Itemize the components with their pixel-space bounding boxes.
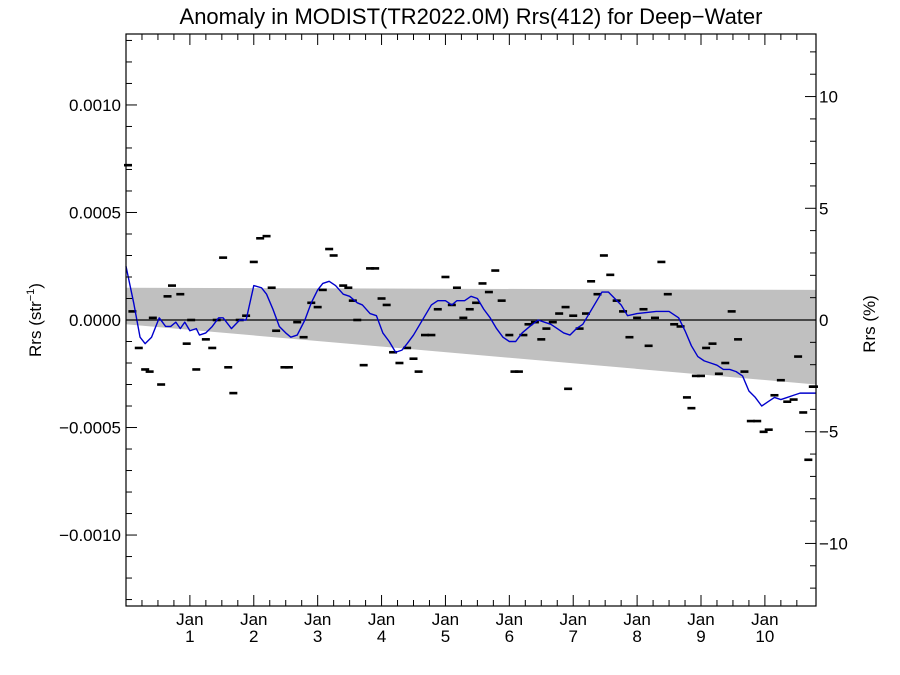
x-tick-label-year: 5 <box>441 627 450 646</box>
running-mean-layer <box>125 266 816 407</box>
x-tick-label-year: 8 <box>632 627 641 646</box>
x-tick-label-year: 9 <box>696 627 705 646</box>
x-tick-label-month: Jan <box>176 610 203 629</box>
uncertainty-band-layer <box>126 287 816 385</box>
y-tick-label-right: −10 <box>819 534 848 553</box>
y-axis-label-left-text: Rrs (str <box>26 301 45 357</box>
y-axis-label-left-sup: −1 <box>25 289 37 302</box>
y-axis-label-right: Rrs (%) <box>860 295 879 353</box>
y-tick-label-left: −0.0005 <box>59 419 121 438</box>
axes-layer: 0.0010 0.0005 0.0000 −0.0005 −0.0010 10 5 0 −5 −1… <box>59 34 848 646</box>
x-tick-label-year: 3 <box>313 627 322 646</box>
x-tick-label-month: Jan <box>623 610 650 629</box>
y-tick-label-right: 0 <box>819 311 828 330</box>
y-tick-label-left: 0.0005 <box>69 203 121 222</box>
x-tick-label-month: Jan <box>496 610 523 629</box>
x-tick-label-year: 10 <box>755 627 774 646</box>
x-tick-label-year: 7 <box>568 627 577 646</box>
running-mean-line <box>125 266 816 407</box>
y-tick-label-left: −0.0010 <box>59 526 121 545</box>
chart-title: Anomaly in MODIST(TR2022.0M) Rrs(412) fo… <box>180 4 763 29</box>
x-tick-label-month: Jan <box>560 610 587 629</box>
x-tick-label-month: Jan <box>240 610 267 629</box>
x-tick-label-year: 6 <box>505 627 514 646</box>
x-tick-label-month: Jan <box>368 610 395 629</box>
y-axis-label-left-close: ) <box>26 283 45 289</box>
y-tick-label-right: 10 <box>819 88 838 107</box>
y-tick-label-left: 0.0000 <box>69 311 121 330</box>
x-tick-label-month: Jan <box>304 610 331 629</box>
y-tick-label-right: 5 <box>819 199 828 218</box>
x-tick-label-month: Jan <box>687 610 714 629</box>
x-tick-label-year: 4 <box>377 627 386 646</box>
x-tick-label-year: 1 <box>185 627 194 646</box>
y-tick-label-right: −5 <box>819 423 838 442</box>
x-tick-label-year: 2 <box>249 627 258 646</box>
uncertainty-band <box>126 287 816 385</box>
x-tick-label-month: Jan <box>751 610 778 629</box>
x-tick-label-month: Jan <box>432 610 459 629</box>
y-tick-label-left: 0.0010 <box>69 96 121 115</box>
y-axis-label-left: Rrs (str−1) <box>25 283 45 357</box>
